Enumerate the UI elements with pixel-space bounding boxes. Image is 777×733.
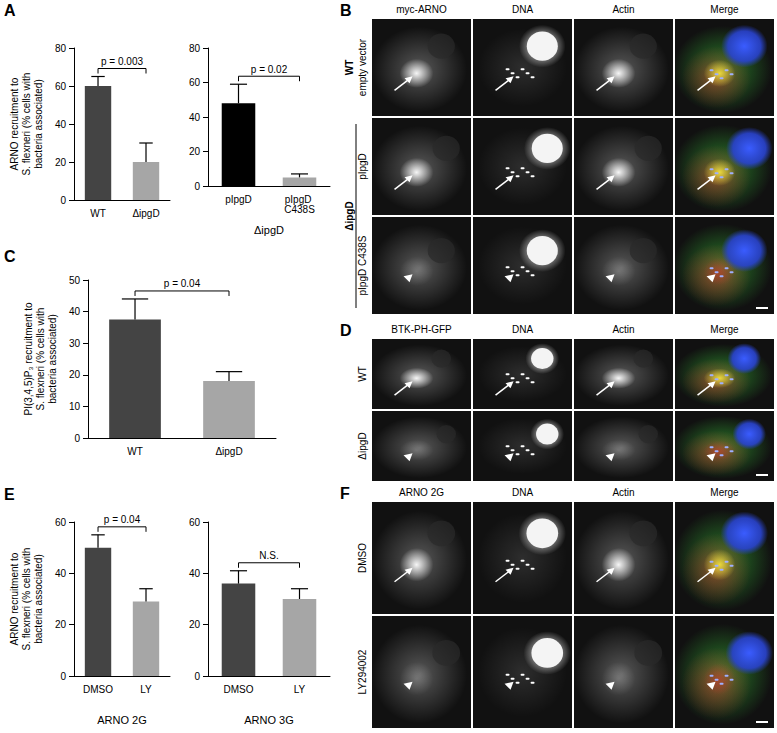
svg-text:ARNO 2G: ARNO 2G bbox=[399, 487, 444, 498]
svg-text:DMSO: DMSO bbox=[83, 684, 113, 695]
svg-text:DMSO: DMSO bbox=[357, 543, 368, 573]
svg-text:ΔipgD: ΔipgD bbox=[215, 446, 242, 457]
svg-text:Merge: Merge bbox=[710, 324, 739, 335]
svg-text:40: 40 bbox=[189, 112, 201, 123]
svg-text:ARNO recruitment to: ARNO recruitment to bbox=[9, 77, 20, 170]
svg-text:DNA: DNA bbox=[512, 324, 533, 335]
svg-text:60: 60 bbox=[55, 517, 67, 528]
svg-text:Merge: Merge bbox=[710, 4, 739, 15]
svg-text:40: 40 bbox=[189, 568, 201, 579]
svg-text:pIpgD: pIpgD bbox=[357, 153, 368, 180]
svg-text:LY: LY bbox=[140, 684, 152, 695]
svg-text:F: F bbox=[340, 485, 350, 502]
svg-text:ΔipgD: ΔipgD bbox=[132, 208, 159, 219]
svg-text:empty vector: empty vector bbox=[357, 38, 368, 96]
svg-text:50: 50 bbox=[69, 275, 81, 286]
svg-text:0: 0 bbox=[74, 433, 80, 444]
svg-text:p = 0.003: p = 0.003 bbox=[101, 56, 143, 67]
svg-text:0: 0 bbox=[60, 195, 66, 206]
svg-text:D: D bbox=[340, 322, 352, 339]
svg-text:20: 20 bbox=[189, 146, 201, 157]
svg-text:WT: WT bbox=[344, 60, 355, 76]
svg-text:S. flexneri (% cells with: S. flexneri (% cells with bbox=[21, 548, 32, 651]
svg-text:20: 20 bbox=[55, 157, 67, 168]
svg-text:ARNO 2G: ARNO 2G bbox=[97, 714, 147, 726]
svg-text:ΔipgD: ΔipgD bbox=[357, 432, 368, 459]
svg-text:60: 60 bbox=[189, 77, 201, 88]
svg-text:WT: WT bbox=[357, 366, 368, 382]
svg-text:10: 10 bbox=[69, 401, 81, 412]
svg-text:WT: WT bbox=[90, 208, 106, 219]
svg-text:DNA: DNA bbox=[512, 4, 533, 15]
svg-text:p = 0.02: p = 0.02 bbox=[251, 64, 288, 75]
svg-text:60: 60 bbox=[55, 81, 67, 92]
svg-text:LY294002: LY294002 bbox=[357, 649, 368, 694]
svg-text:S. flexneri (% cells with: S. flexneri (% cells with bbox=[21, 73, 32, 176]
svg-text:80: 80 bbox=[189, 43, 201, 54]
svg-text:Merge: Merge bbox=[710, 487, 739, 498]
svg-text:40: 40 bbox=[55, 119, 67, 130]
svg-text:WT: WT bbox=[127, 446, 143, 457]
svg-text:bacteria associated): bacteria associated) bbox=[33, 79, 44, 169]
svg-text:20: 20 bbox=[69, 369, 81, 380]
svg-text:ΔipgD: ΔipgD bbox=[254, 224, 284, 236]
svg-text:60: 60 bbox=[189, 517, 201, 528]
svg-text:C438S: C438S bbox=[284, 204, 315, 215]
svg-text:Actin: Actin bbox=[612, 4, 634, 15]
svg-text:30: 30 bbox=[69, 338, 81, 349]
svg-text:20: 20 bbox=[189, 619, 201, 630]
svg-text:PI(3,4,5)P₃ recruitment to: PI(3,4,5)P₃ recruitment to bbox=[23, 302, 34, 415]
svg-text:pIpgD C438S: pIpgD C438S bbox=[357, 235, 368, 295]
svg-text:pIpgD: pIpgD bbox=[284, 193, 315, 205]
svg-text:Actin: Actin bbox=[612, 487, 634, 498]
svg-text:C: C bbox=[4, 248, 16, 265]
svg-text:0: 0 bbox=[194, 671, 200, 682]
svg-text:p = 0.04: p = 0.04 bbox=[164, 278, 201, 289]
svg-text:DNA: DNA bbox=[512, 487, 533, 498]
svg-text:DMSO: DMSO bbox=[224, 684, 254, 695]
svg-text:40: 40 bbox=[69, 306, 81, 317]
svg-text:Actin: Actin bbox=[612, 324, 634, 335]
svg-text:myc-ARNO: myc-ARNO bbox=[396, 4, 447, 15]
svg-text:A: A bbox=[4, 2, 16, 19]
svg-text:80: 80 bbox=[55, 43, 67, 54]
svg-text:40: 40 bbox=[55, 568, 67, 579]
svg-text:p = 0.04: p = 0.04 bbox=[104, 514, 141, 525]
svg-text:bacteria associated): bacteria associated) bbox=[33, 554, 44, 644]
svg-text:ΔipgD: ΔipgD bbox=[344, 201, 355, 230]
svg-text:bacteria associated): bacteria associated) bbox=[47, 314, 58, 404]
svg-text:20: 20 bbox=[55, 619, 67, 630]
svg-text:pIpgD: pIpgD bbox=[225, 194, 252, 205]
svg-text:ARNO recruitment to: ARNO recruitment to bbox=[9, 552, 20, 645]
svg-text:N.S.: N.S. bbox=[259, 550, 278, 561]
svg-text:E: E bbox=[4, 486, 15, 503]
svg-text:0: 0 bbox=[194, 181, 200, 192]
svg-text:S. flexneri (% cells with: S. flexneri (% cells with bbox=[35, 308, 46, 411]
svg-text:B: B bbox=[340, 2, 352, 19]
svg-text:LY: LY bbox=[294, 684, 306, 695]
svg-text:BTK-PH-GFP: BTK-PH-GFP bbox=[391, 324, 452, 335]
svg-text:0: 0 bbox=[60, 671, 66, 682]
svg-text:ARNO 3G: ARNO 3G bbox=[244, 714, 294, 726]
